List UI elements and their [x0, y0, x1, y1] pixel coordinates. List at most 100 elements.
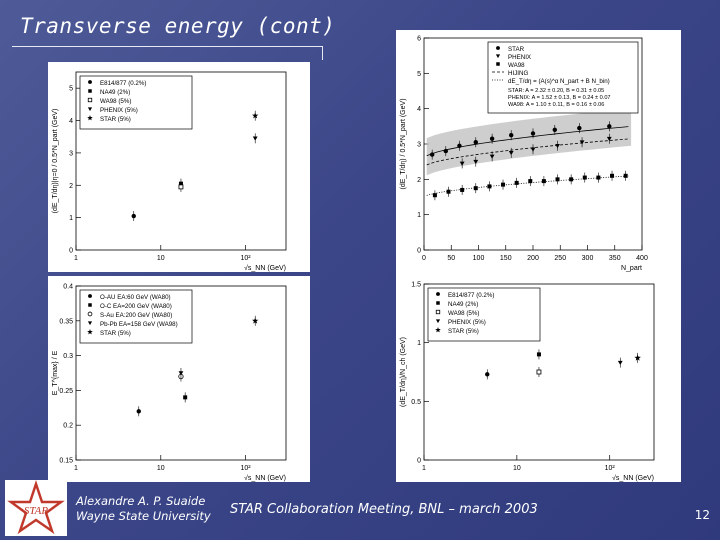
data-point: [432, 193, 437, 198]
y-tick-label: 3: [417, 142, 421, 149]
data-point: [596, 175, 601, 180]
legend-label: STAR (5%): [100, 116, 131, 123]
y-tick-label: 0.2: [63, 423, 73, 430]
fit-parameters: STAR: A = 2.32 ± 0.20, B = 0.31 ± 0.05: [508, 88, 604, 94]
legend-marker: [88, 294, 92, 298]
y-tick-label: 0.4: [63, 284, 73, 291]
y-tick-label: 5: [69, 86, 73, 93]
legend-marker: [88, 303, 92, 307]
author-name: Alexandre A. P. Suaide: [76, 494, 206, 508]
legend-marker: [436, 301, 440, 305]
data-point: [577, 125, 582, 131]
data-point: [178, 371, 184, 376]
page-number: 12: [694, 508, 710, 522]
x-axis-label: √s_NN (GeV): [244, 264, 286, 272]
x-tick-label: 100: [473, 255, 485, 262]
x-tick-label: 10²: [240, 465, 251, 472]
data-point: [555, 143, 560, 149]
title-underline-corner: [322, 46, 329, 60]
x-tick-label: 0: [422, 255, 426, 262]
data-point: [459, 161, 465, 166]
x-tick-label: 10: [157, 465, 165, 472]
x-axis-label: N_part: [621, 265, 642, 272]
chart-svg: 0 0.5 1 1.5 1 10 10² √s_NN (GeV) (dE_T/dη)/N_ch …: [400, 282, 655, 482]
legend-marker: [87, 115, 93, 121]
data-point: [530, 131, 536, 136]
x-tick-label: 50: [447, 255, 455, 262]
legend-marker: [87, 311, 93, 317]
data-point: [473, 159, 479, 165]
chart-bottom-right: 0 0.5 1 1.5 1 10 10² √s_NN (GeV) (dE_T/dη)/N_ch …: [396, 276, 681, 482]
legend-marker: [87, 107, 93, 112]
y-axis-label: E_T^{max} / E: [52, 350, 59, 395]
data-point: [610, 173, 615, 178]
x-tick-label: 1: [74, 255, 78, 262]
legend-label: S-Au EA:200 GeV (WA80): [100, 312, 172, 319]
data-point: [501, 182, 506, 187]
x-axis-label: √s_NN (GeV): [244, 474, 286, 482]
data-point: [457, 143, 462, 148]
legend-marker: [87, 329, 93, 335]
star-logo: STAR: [5, 480, 67, 536]
y-axis-label: (dE_T/dη)/N_ch (GeV): [400, 337, 407, 407]
data-point: [489, 154, 495, 159]
data-point: [473, 140, 478, 145]
data-point: [429, 152, 435, 157]
legend-box: [79, 75, 193, 130]
fit-curve-phenix: [426, 138, 629, 166]
chart-svg: 0 1 2 3 4 5 6 0 50 100 150 200 250 300 350 400 N_part (dE…: [400, 36, 648, 273]
y-tick-label: 3: [69, 150, 73, 157]
chart-top-right: 0 1 2 3 4 5 6 0 50 100 150 200 250 300 350 400 N_part (dE…: [396, 30, 681, 276]
legend-label: HIJING: [508, 70, 528, 77]
legend-label: Pb-Pb EA=158 GeV (WA98): [100, 321, 178, 328]
legend-box: [487, 41, 639, 114]
x-tick-label: 10: [157, 255, 165, 262]
plot-frame: [75, 71, 287, 251]
y-tick-label: 1: [417, 340, 421, 347]
data-point: [579, 140, 585, 145]
y-tick-label: 1: [417, 212, 421, 219]
uncertainty-band: [426, 108, 632, 176]
legend-marker: [87, 321, 93, 326]
author-affiliation: Wayne State University: [76, 509, 211, 523]
x-tick-label: 10: [513, 465, 521, 472]
x-tick-label: 10²: [605, 465, 616, 472]
x-tick-label: 1: [422, 465, 426, 472]
data-point: [489, 136, 495, 141]
data-point: [569, 177, 574, 182]
data-point: [252, 136, 258, 141]
legend-label: O-C EA=200 GeV (WA80): [100, 303, 172, 310]
data-point: [446, 189, 451, 194]
y-axis-label: (dE_T/dη) / 0.5*N_part (GeV): [400, 98, 407, 189]
chart-svg: 0.15 0.2 0.25 0.3 0.35 0.4 1 10 10² √s_NN (GeV) E_…: [52, 284, 287, 482]
y-tick-label: 5: [417, 71, 421, 78]
y-tick-label: 4: [417, 106, 421, 113]
data-point: [541, 179, 546, 184]
y-tick-label: 1.5: [411, 282, 421, 289]
data-point: [514, 180, 519, 185]
chart-bottom-left: 0.15 0.2 0.25 0.3 0.35 0.4 1 10 10² √s_NN (GeV) E_…: [48, 276, 310, 482]
x-tick-label: 300: [582, 255, 594, 262]
slide-title: Transverse energy (cont): [20, 14, 336, 38]
data-point: [617, 360, 623, 366]
x-tick-label: 150: [500, 255, 512, 262]
data-point: [582, 175, 587, 180]
title-underline: [12, 46, 322, 47]
data-point: [509, 132, 514, 138]
legend-label: E814/877 (0.2%): [100, 80, 146, 87]
x-tick-label: 250: [554, 255, 566, 262]
author-block: Alexandre A. P. Suaide Wayne State Unive…: [76, 494, 211, 524]
plot-frame: [75, 285, 287, 461]
legend-marker: [87, 97, 93, 103]
x-axis-label: √s_NN (GeV): [612, 474, 654, 482]
data-point: [443, 148, 448, 154]
plot-frame: [423, 283, 655, 461]
y-tick-label: 0.5: [411, 399, 421, 406]
y-tick-label: 2: [417, 177, 421, 184]
y-tick-label: 0: [417, 248, 421, 255]
data-point: [552, 127, 557, 133]
y-tick-label: 6: [417, 36, 421, 43]
x-tick-label: 400: [636, 255, 648, 262]
legend-marker: [435, 319, 441, 324]
